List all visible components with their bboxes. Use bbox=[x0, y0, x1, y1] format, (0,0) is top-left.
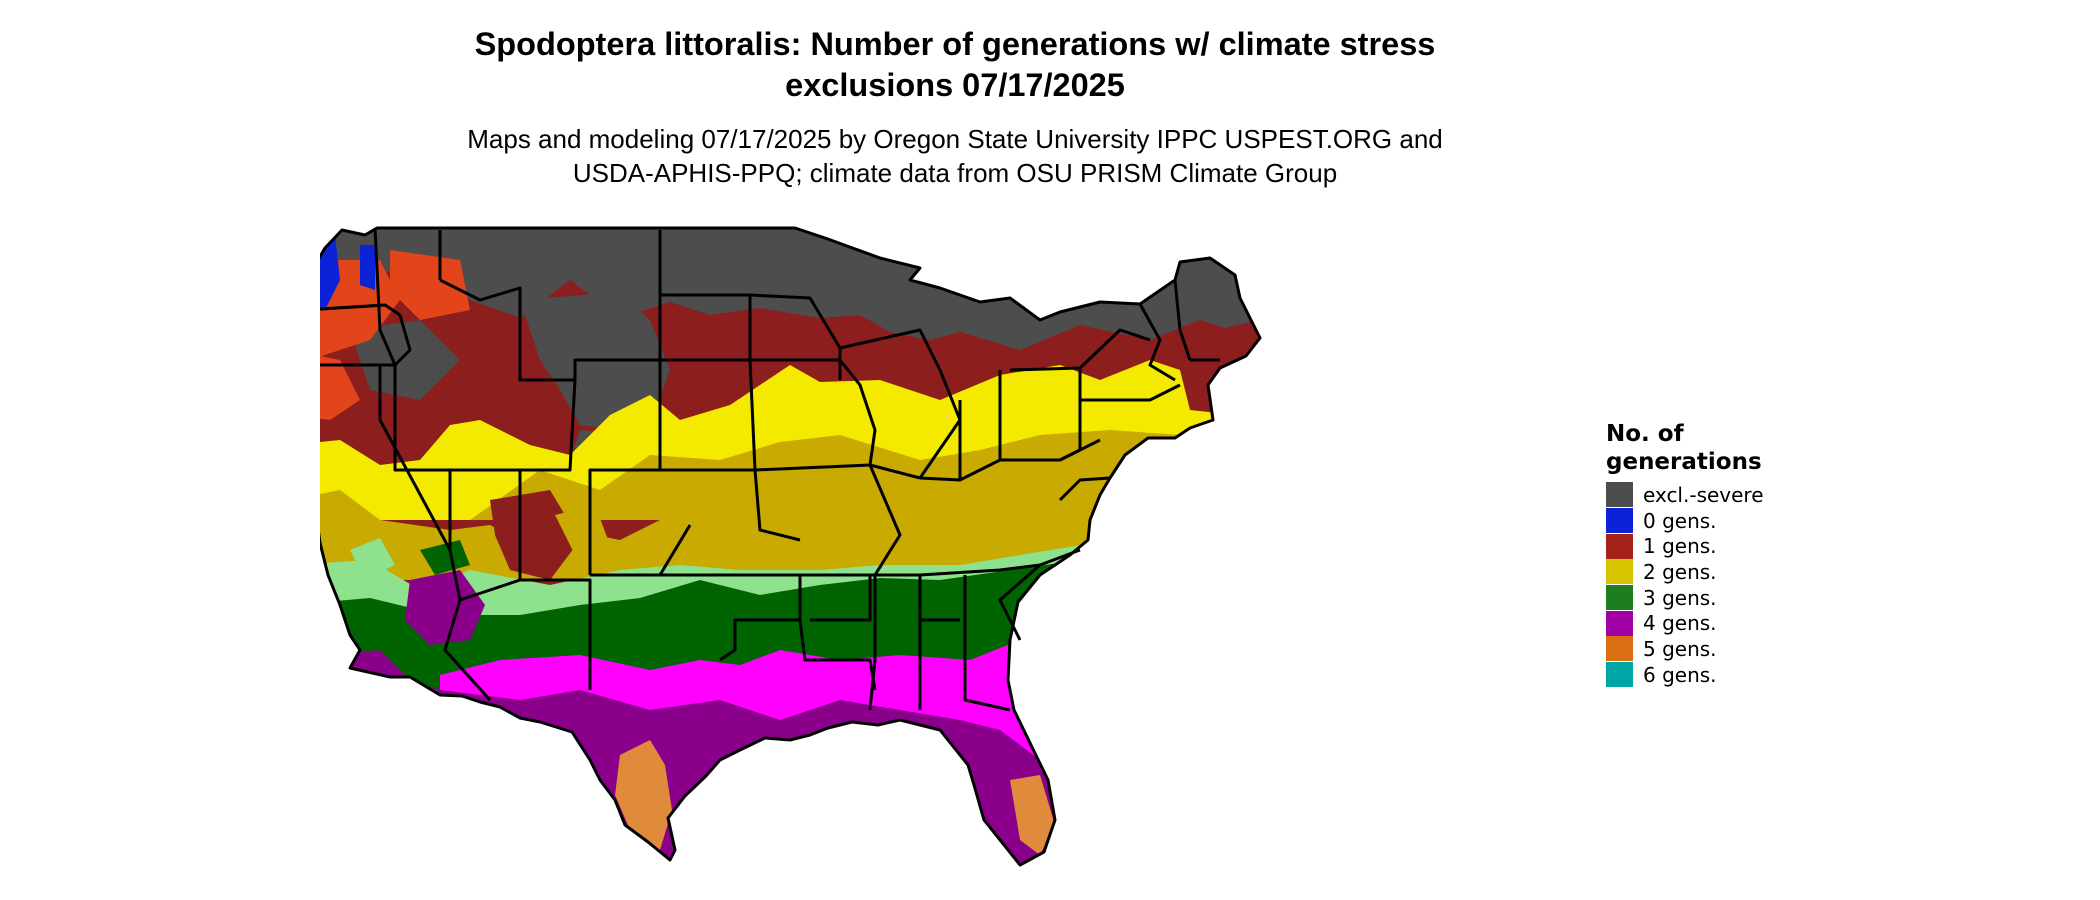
legend-title: No. of generations bbox=[1606, 421, 1762, 475]
map-subtitle: Maps and modeling 07/17/2025 by Oregon S… bbox=[467, 124, 1443, 188]
legend-label: 3 gens. bbox=[1643, 585, 1717, 610]
legend-item-4-gens: 4 gens. bbox=[1606, 610, 1764, 636]
legend-item-excl-severe: excl.-severe bbox=[1606, 482, 1764, 508]
legend-label: 5 gens. bbox=[1643, 636, 1717, 661]
legend-swatch bbox=[1606, 585, 1633, 611]
legend-label: 0 gens. bbox=[1643, 508, 1717, 533]
legend-item-6-gens: 6 gens. bbox=[1606, 662, 1764, 688]
legend-item-1-gens: 1 gens. bbox=[1606, 533, 1764, 559]
legend-label: 2 gens. bbox=[1643, 559, 1717, 584]
legend-item-0-gens: 0 gens. bbox=[1606, 508, 1764, 534]
legend-item-2-gens: 2 gens. bbox=[1606, 559, 1764, 585]
legend-label: 4 gens. bbox=[1643, 611, 1717, 636]
legend-swatch bbox=[1606, 533, 1633, 559]
legend-swatch bbox=[1606, 662, 1633, 688]
legend: No. of generations excl.-severe 0 gens. … bbox=[1606, 420, 1764, 688]
legend-swatch bbox=[1606, 482, 1633, 508]
legend-label: excl.-severe bbox=[1643, 482, 1764, 507]
legend-item-3-gens: 3 gens. bbox=[1606, 585, 1764, 611]
legend-item-5-gens: 5 gens. bbox=[1606, 636, 1764, 662]
legend-label: 6 gens. bbox=[1643, 662, 1717, 687]
legend-swatch bbox=[1606, 508, 1633, 534]
legend-swatch bbox=[1606, 559, 1633, 585]
legend-label: 1 gens. bbox=[1643, 534, 1717, 559]
map-title: Spodoptera littoralis: Number of generat… bbox=[474, 26, 1436, 103]
legend-swatch bbox=[1606, 636, 1633, 662]
us-generations-map bbox=[320, 226, 1262, 867]
legend-swatch bbox=[1606, 610, 1633, 636]
